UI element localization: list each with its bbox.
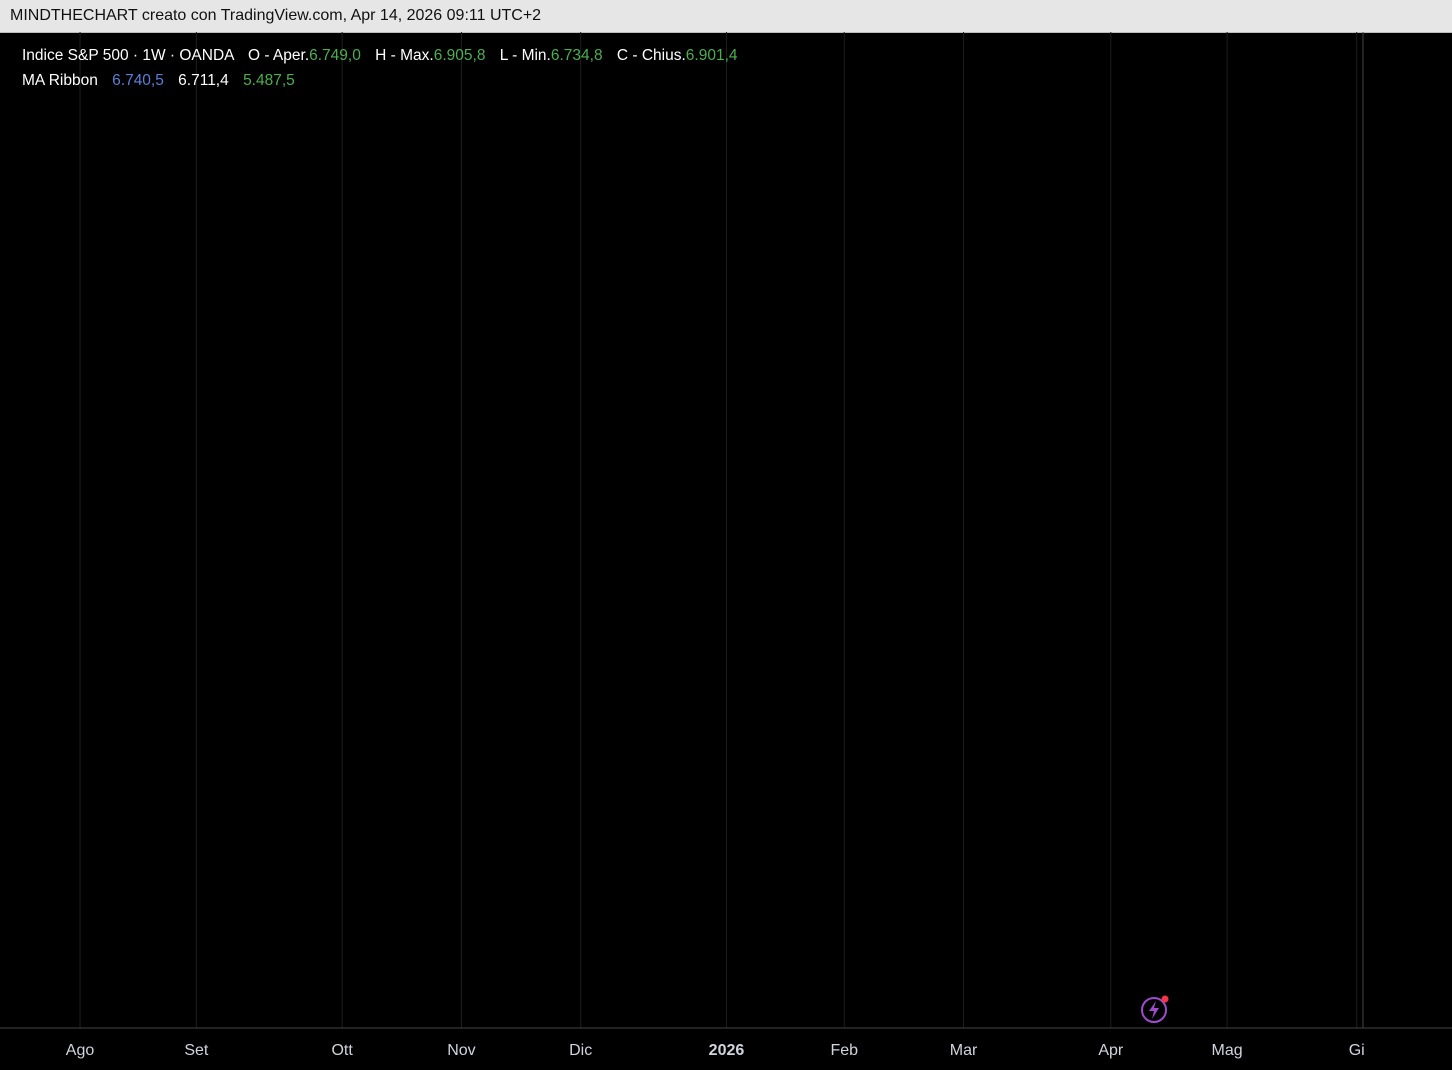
- x-tick-label: Mag: [1212, 1042, 1243, 1059]
- legend-high-value: 6.905,8: [433, 47, 486, 64]
- x-tick-label: Dic: [569, 1042, 592, 1059]
- legend-ma2-value: 6.711,4: [178, 72, 229, 89]
- legend-low-value: 6.734,8: [550, 47, 603, 64]
- flash-icon[interactable]: [1139, 995, 1169, 1025]
- legend-ma-label: MA Ribbon: [22, 72, 98, 89]
- legend-close-label: C - Chius.: [616, 47, 686, 64]
- x-tick-label: Ago: [66, 1042, 95, 1059]
- legend-symbol[interactable]: Indice S&P 500 · 1W · OANDA: [22, 47, 234, 64]
- legend-ma1-value: 6.740,5: [112, 72, 164, 89]
- legend-ma-ribbon[interactable]: MA Ribbon 6.740,5 6.711,4 5.487,5: [22, 72, 295, 90]
- legend-high-label: H - Max.: [375, 47, 434, 64]
- x-tick-label: Mar: [950, 1042, 978, 1059]
- x-tick-label: 2026: [709, 1042, 745, 1059]
- legend-ma3-value: 5.487,5: [243, 72, 295, 89]
- header-text: MINDTHECHART creato con TradingView.com,…: [10, 7, 542, 24]
- x-tick-label: Feb: [830, 1042, 858, 1059]
- legend-open-value: 6.749,0: [309, 47, 361, 64]
- legend-ohlc: Indice S&P 500 · 1W · OANDA O - Aper.6.7…: [22, 47, 738, 65]
- header-bar: MINDTHECHART creato con TradingView.com,…: [0, 0, 1452, 33]
- x-tick-label: Nov: [447, 1042, 475, 1059]
- x-tick-label: Set: [184, 1042, 209, 1059]
- legend-low-label: L - Min.: [499, 47, 551, 64]
- chart-plot[interactable]: 6.000,06.100,06.200,06.300,06.400,06.500…: [0, 32, 1452, 1070]
- x-tick-label: Apr: [1098, 1042, 1124, 1059]
- x-tick-label: Gi: [1349, 1042, 1365, 1059]
- legend-close-value: 6.901,4: [685, 47, 738, 64]
- x-tick-label: Ott: [331, 1042, 353, 1059]
- legend-open-label: O - Aper.: [247, 47, 310, 64]
